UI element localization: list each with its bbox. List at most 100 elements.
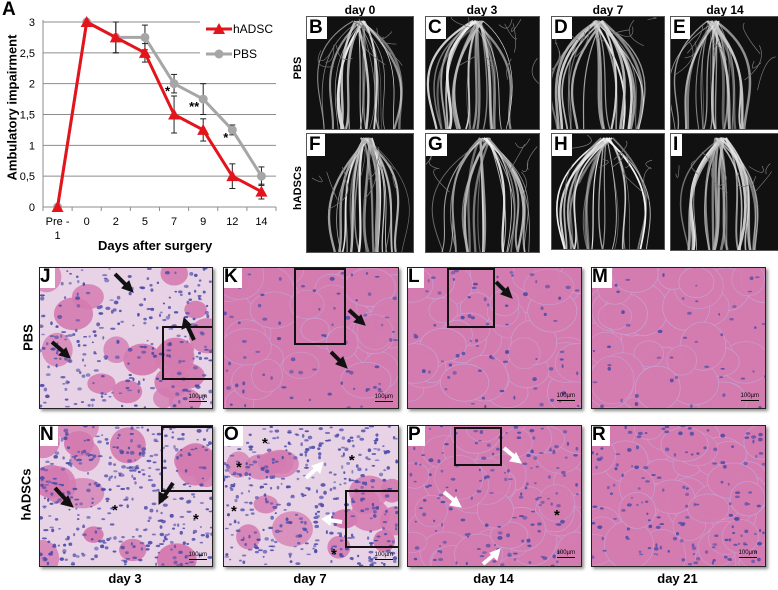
angiography-grid: day 0 day 3 day 7 day 14 PBS hADSCs B C … [290, 0, 778, 258]
x-tick-label: Pre - [46, 216, 70, 228]
angiogram-d: D [551, 16, 665, 130]
arrow-icon [158, 481, 175, 506]
column-title-day0: day 0 [344, 3, 376, 17]
bottom-label-day7: day 7 [293, 571, 327, 586]
chart-x-axis-label: Days after surgery [98, 238, 213, 253]
scale-bar: 100µm [740, 393, 759, 401]
inset-box [161, 426, 212, 492]
panel-letter-i: I [671, 134, 683, 156]
series-hadsc [51, 16, 268, 212]
asterisk-marker: * [554, 507, 560, 524]
asterisk-marker: * [112, 502, 118, 519]
arrow-icon [113, 272, 134, 293]
x-tick-label: 12 [226, 216, 238, 228]
legend-label: PBS [233, 47, 257, 61]
asterisk-marker: * [262, 435, 268, 452]
white-arrow-icon [481, 548, 501, 566]
panel-letter-g: G [426, 134, 447, 156]
histology-p: * 100µm P [407, 425, 582, 567]
column-title-day3: day 3 [466, 3, 498, 17]
arrow-icon [53, 486, 74, 508]
arrow-icon [494, 280, 513, 299]
series-line [56, 20, 263, 208]
x-tick-label: 9 [200, 216, 206, 228]
scale-bar: 100µm [556, 393, 575, 401]
arrow-icon [347, 308, 366, 326]
angiogram-g: G [425, 133, 540, 253]
asterisk-marker: * [193, 511, 199, 528]
asterisk-marker: * [331, 546, 337, 563]
y-tick-label: 0,5 [20, 171, 35, 183]
bottom-label-day3: day 3 [108, 571, 142, 586]
panel-a-chart: A 0 0,5 1 1,5 2 2,5 3 Pre -1 0 2 5 7 9 12 14 * ** * hADSC P… [0, 0, 290, 260]
panel-letter-o: O [224, 426, 243, 446]
asterisk-marker: * [349, 452, 355, 469]
panel-letter-d: D [552, 17, 572, 39]
panel-letter-l: L [408, 268, 424, 288]
data-point-triangle [138, 46, 151, 58]
column-title-day14: day 14 [706, 3, 744, 17]
histology-l: 100µm L [407, 267, 582, 409]
data-point-triangle [197, 123, 210, 135]
row-title-hadscs: hADSCs [292, 165, 304, 210]
white-arrow-icon [442, 490, 462, 508]
x-tick-label: 1 [55, 230, 61, 242]
data-point-circle [198, 94, 208, 104]
data-point-circle [169, 79, 179, 89]
y-tick-label: 1 [29, 140, 35, 152]
panel-letter-b: B [307, 17, 327, 39]
x-tick-label: 7 [171, 216, 177, 228]
scale-bar: 100µm [738, 550, 757, 558]
panel-letter-p: P [408, 426, 425, 446]
white-arrow-icon [502, 446, 522, 464]
angiogram-f: F [306, 133, 414, 253]
significance-marker: ** [189, 99, 200, 114]
histology-k: 100µm K [223, 267, 399, 409]
angiogram-b: B [306, 16, 414, 130]
inset-box [345, 490, 398, 548]
x-tick-label: 5 [142, 216, 148, 228]
panel-letter-n: N [40, 426, 58, 446]
y-tick-label: 2,5 [20, 48, 35, 60]
significance-marker: * [223, 130, 229, 145]
angiogram-e: E [670, 16, 778, 130]
panel-letter-k: K [224, 268, 242, 288]
bottom-label-day14: day 14 [473, 571, 514, 586]
data-point-circle [140, 32, 150, 42]
panel-letter-m: M [592, 268, 612, 288]
histology-row-title-hadscs: hADSCs [18, 468, 34, 521]
y-tick-label: 2 [29, 79, 35, 91]
y-tick-label: 1,5 [20, 110, 35, 122]
y-tick-label: 3 [29, 17, 35, 29]
significance-marker: * [165, 84, 171, 99]
data-point-triangle [109, 31, 122, 43]
white-arrow-icon [321, 513, 343, 526]
data-point-triangle [51, 201, 64, 212]
data-point-triangle [255, 185, 268, 197]
row-title-pbs: PBS [292, 56, 304, 80]
panel-letter-h: H [552, 134, 572, 156]
data-point-circle [227, 125, 237, 135]
arrow-icon [181, 316, 196, 341]
data-point-circle [256, 171, 266, 181]
scale-bar: 100µm [556, 550, 575, 558]
column-title-day7: day 7 [592, 3, 624, 17]
legend-label: hADSC [233, 22, 273, 36]
white-arrow-icon [304, 461, 324, 480]
angiogram-i: I [670, 133, 778, 251]
inset-box [454, 427, 502, 466]
angiogram-h: H [551, 133, 665, 250]
arrow-icon [329, 350, 348, 369]
panel-letter-e: E [671, 17, 690, 39]
histology-n: * * 100µm N [39, 425, 213, 567]
inset-box [294, 268, 346, 345]
histology-m: 100µm M [591, 267, 766, 409]
scale-bar: 100µm [374, 394, 393, 402]
x-tick-label: 2 [113, 216, 119, 228]
scale-bar: 100µm [188, 552, 207, 560]
angiogram-c: C [425, 16, 540, 130]
chart-y-axis-label: Ambulatory impairment [4, 34, 20, 181]
panel-letter-f: F [307, 134, 325, 156]
histology-o: * * * * * 100µm O [223, 425, 399, 567]
